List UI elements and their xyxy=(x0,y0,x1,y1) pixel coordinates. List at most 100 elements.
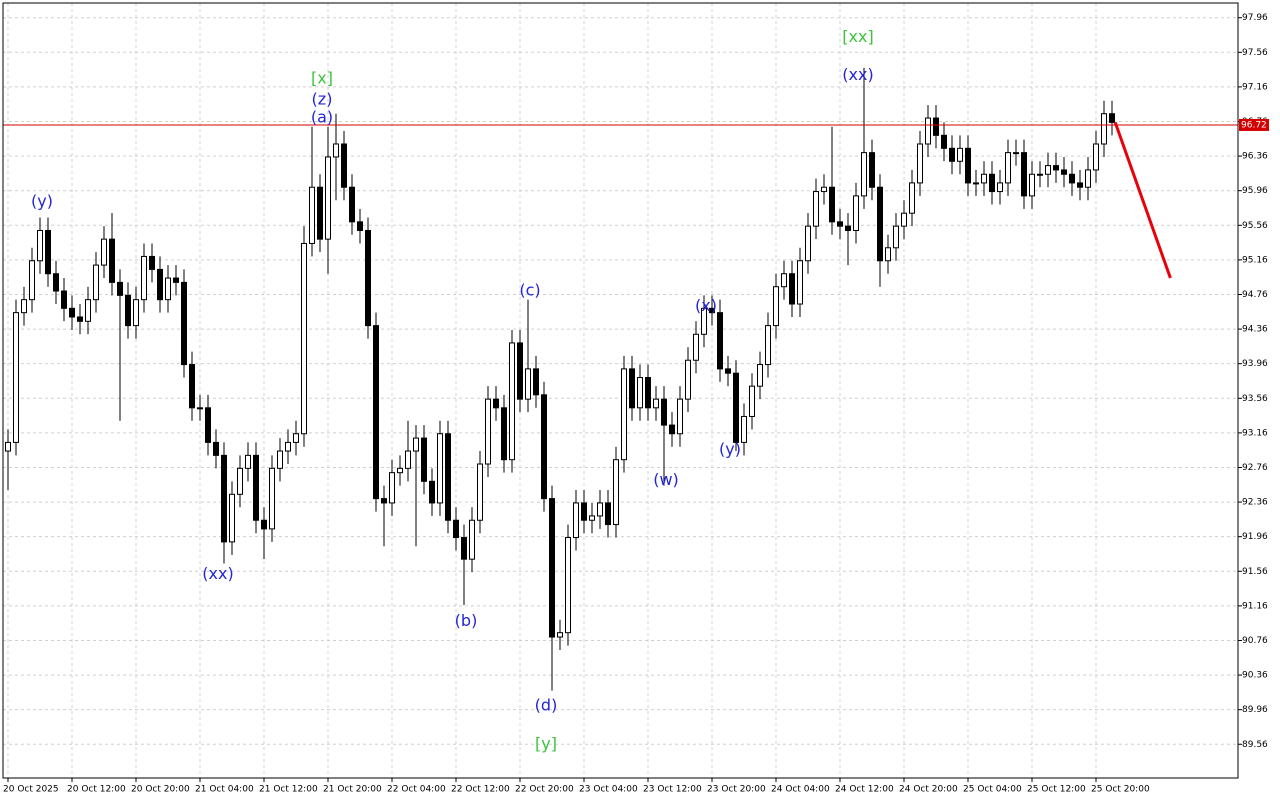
candle-body xyxy=(421,437,427,482)
candle-body xyxy=(709,307,715,314)
y-tick-label: 89.96 xyxy=(1242,705,1268,715)
candle-body xyxy=(861,152,867,197)
candle-body xyxy=(613,459,619,526)
candle-body xyxy=(229,493,235,543)
x-tick-label: 20 Oct 2025 xyxy=(3,785,59,795)
candle-body xyxy=(581,502,587,521)
candle-body xyxy=(141,255,147,301)
candle-body xyxy=(1061,169,1067,175)
candle-body xyxy=(1013,152,1019,155)
candle-body xyxy=(109,238,115,283)
candle-body xyxy=(597,502,603,517)
wave-label: (b) xyxy=(455,611,478,630)
candle-body xyxy=(1029,173,1035,197)
y-tick-label: 97.56 xyxy=(1242,48,1268,58)
candle-body xyxy=(549,498,555,638)
candle-body xyxy=(765,325,771,366)
x-tick-label: 24 Oct 04:00 xyxy=(771,785,830,795)
x-tick-label: 22 Oct 12:00 xyxy=(451,785,510,795)
wave-label: (a) xyxy=(311,108,333,127)
candle-body xyxy=(493,398,499,409)
candle-body xyxy=(389,472,395,504)
candle-body xyxy=(357,221,363,231)
candle-body xyxy=(1085,169,1091,188)
candle-body xyxy=(21,299,27,314)
candle-body xyxy=(589,515,595,521)
candle-body xyxy=(325,156,331,240)
candle-body xyxy=(629,368,635,409)
candle-body xyxy=(125,294,131,327)
y-tick-label: 97.96 xyxy=(1242,13,1268,23)
candle-body xyxy=(701,307,707,335)
x-tick-label: 25 Oct 20:00 xyxy=(1091,785,1150,795)
y-tick-label: 93.96 xyxy=(1242,359,1268,369)
candle-body xyxy=(157,268,163,301)
wave-label: (xx) xyxy=(842,65,873,84)
candle-body xyxy=(973,182,979,185)
candle-body xyxy=(245,454,251,469)
candle-body xyxy=(1109,113,1115,123)
candle-body xyxy=(941,134,947,149)
y-tick-label: 90.36 xyxy=(1242,671,1268,681)
wave-label: [xx] xyxy=(842,27,873,46)
candle-body xyxy=(1021,152,1027,197)
candle-body xyxy=(1101,113,1107,145)
y-tick-label: 91.56 xyxy=(1242,567,1268,577)
candle-body xyxy=(61,290,67,309)
candle-body xyxy=(541,394,547,500)
y-tick-label: 93.16 xyxy=(1242,428,1268,438)
candle-body xyxy=(69,307,75,318)
candle-body xyxy=(949,147,955,162)
candle-body xyxy=(53,273,59,292)
candle-body xyxy=(93,264,99,301)
price-tag xyxy=(1239,118,1269,131)
candle-body xyxy=(373,325,379,500)
x-tick-label: 24 Oct 20:00 xyxy=(899,785,958,795)
candle-body xyxy=(517,342,523,400)
y-tick-label: 95.56 xyxy=(1242,221,1268,231)
candle-body xyxy=(797,260,803,305)
candle-body xyxy=(573,502,579,539)
candle-body xyxy=(37,229,43,262)
candle-body xyxy=(885,247,891,262)
candle-body xyxy=(749,385,755,417)
candle-body xyxy=(685,359,691,400)
y-tick-label: 89.56 xyxy=(1242,740,1268,750)
candle-body xyxy=(1005,152,1011,184)
candle-body xyxy=(85,299,91,322)
y-tick-label: 90.76 xyxy=(1242,636,1268,646)
candle-body xyxy=(293,433,299,443)
candle-body xyxy=(437,433,443,504)
candle-body xyxy=(813,191,819,227)
candle-body xyxy=(189,364,195,409)
candle-body xyxy=(741,415,747,443)
candle-body xyxy=(477,463,483,521)
y-tick-label: 92.36 xyxy=(1242,498,1268,508)
candle-body xyxy=(5,441,11,452)
candle-body xyxy=(925,117,931,145)
candle-body xyxy=(461,537,467,560)
wave-label: (xx) xyxy=(202,564,233,583)
x-tick-label: 21 Oct 04:00 xyxy=(195,785,254,795)
y-tick-label: 96.36 xyxy=(1242,152,1268,162)
candle-body xyxy=(213,441,219,456)
y-tick-label: 94.36 xyxy=(1242,325,1268,335)
candle-body xyxy=(13,312,19,443)
candle-body xyxy=(133,299,139,327)
candle-body xyxy=(333,143,339,158)
candle-body xyxy=(733,372,739,443)
candle-body xyxy=(725,368,731,374)
candle-body xyxy=(309,186,315,244)
candle-body xyxy=(653,398,659,409)
candle-body xyxy=(917,143,923,184)
candle-body xyxy=(981,173,987,184)
y-tick-label: 95.16 xyxy=(1242,255,1268,265)
candle-body xyxy=(509,342,515,461)
candle-body xyxy=(341,143,347,188)
wave-label: (y) xyxy=(719,440,741,459)
candle-body xyxy=(669,424,675,435)
candle-body xyxy=(349,186,355,223)
candle-body xyxy=(773,286,779,327)
x-tick-label: 23 Oct 20:00 xyxy=(707,785,766,795)
